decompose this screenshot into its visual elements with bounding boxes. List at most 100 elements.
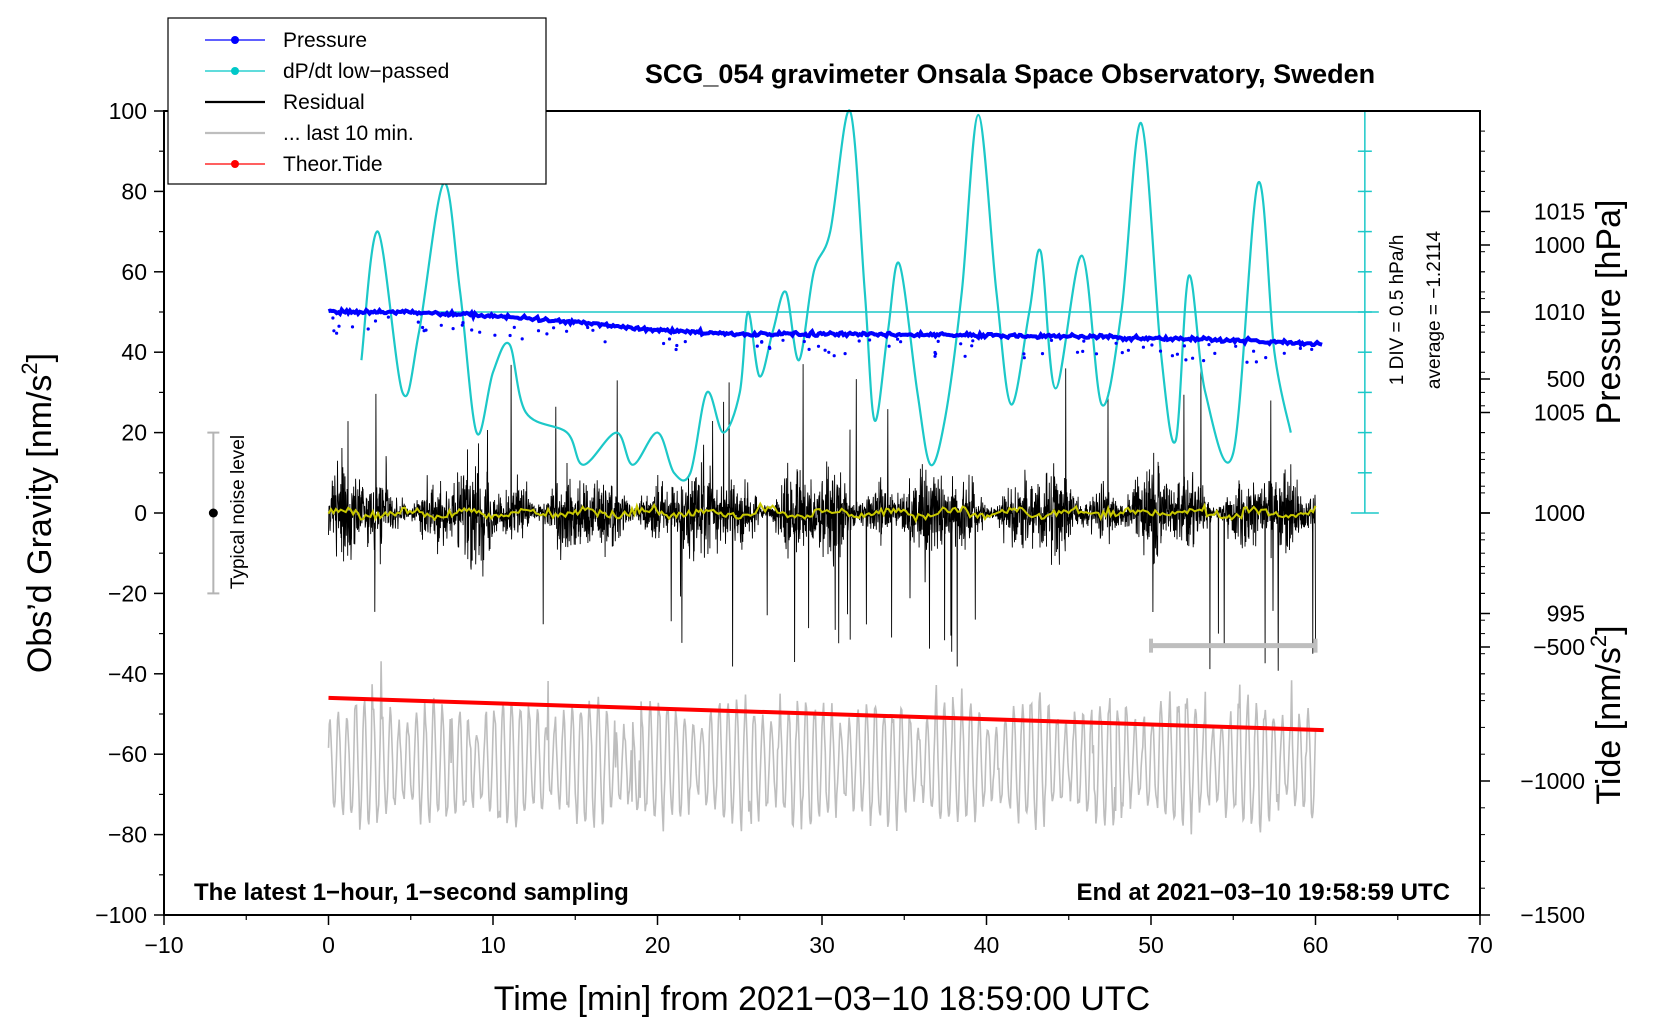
pressure-point: [520, 337, 524, 341]
tide-series-layer: [328, 695, 1324, 733]
pressure-point: [768, 346, 772, 350]
pressure-point: [1282, 351, 1286, 355]
pressure-tick-label: 1005: [1534, 400, 1585, 426]
y-axis-title-end: ]: [21, 353, 59, 362]
pressure-point: [971, 339, 975, 343]
pressure-point: [1141, 345, 1145, 349]
x-axis-title: Time [min] from 2021−03−10 18:59:00 UTC: [494, 980, 1150, 1018]
pressure-point: [1207, 343, 1211, 347]
pressure-point: [461, 321, 465, 325]
pressure-point: [1245, 360, 1249, 364]
pressure-point: [963, 354, 967, 358]
axes-layer: −10 0 10 20 30 40 50 60 70−100−80−60−40−20020406…: [95, 98, 1585, 958]
pressure-point: [887, 344, 891, 348]
pressure-point: [675, 343, 679, 348]
pressure-point: [335, 331, 339, 335]
legend-swatch-marker: [231, 67, 239, 75]
pressure-point: [1191, 356, 1195, 360]
tide-tick-label: 1000: [1534, 232, 1585, 258]
tide-axis-title: Tide [nm/s2]: [1586, 625, 1628, 804]
y-tick-label: 60: [121, 259, 147, 285]
pressure-point: [683, 340, 687, 344]
legend-label: ... last 10 min.: [283, 122, 414, 145]
pressure-point: [1264, 356, 1268, 360]
pressure-point: [350, 325, 355, 329]
last10-series-line: [327, 661, 1317, 835]
pressure-point: [1170, 354, 1174, 358]
residual-series-layer: [328, 364, 1316, 671]
pressure-tick-label: 1010: [1534, 299, 1585, 325]
pressure-point: [1252, 349, 1256, 353]
pressure-point: [1158, 349, 1163, 353]
pressure-point: [667, 337, 672, 341]
footer-left: The latest 1−hour, 1−second sampling: [194, 879, 629, 906]
tide-series-line: [328, 695, 1324, 733]
pressure-point: [545, 332, 549, 336]
pressure-point: [1094, 352, 1099, 356]
pressure-point: [674, 347, 678, 352]
y-axis-title-main: Obs’d Gravity [nm/s: [21, 375, 59, 674]
pressure-point: [662, 341, 666, 346]
pressure-point: [1298, 346, 1302, 350]
pressure-point: [1120, 351, 1124, 355]
pressure-point: [1184, 358, 1188, 362]
pressure-point: [478, 330, 482, 334]
pressure-point: [857, 339, 861, 343]
residual-smoothed-line: [327, 501, 1317, 524]
y-tick-label: 20: [121, 420, 147, 446]
pressure-point: [386, 315, 390, 319]
tide-tick-label: 0: [1572, 500, 1585, 526]
pressure-point: [781, 338, 785, 342]
legend-swatch-marker: [231, 36, 239, 44]
dpdt-series-layer: [360, 109, 1292, 482]
pressure-point: [366, 327, 370, 331]
residual-series-line: [328, 364, 1316, 671]
pressure-point: [439, 323, 443, 327]
dpdt-scale-label: 1 DIV = 0.5 hPa/h: [1387, 235, 1408, 386]
tide-axis-title-sup: 2: [1586, 635, 1611, 647]
residual-smooth-layer: [327, 501, 1317, 524]
noise-level-label: Typical noise level: [228, 435, 249, 589]
pressure-point: [896, 337, 900, 341]
y-tick-label: 0: [134, 500, 147, 526]
legend-label: Theor.Tide: [283, 153, 383, 176]
pressure-point: [802, 339, 806, 344]
pressure-axis-title: Pressure [hPa]: [1590, 200, 1628, 425]
pressure-point: [1049, 338, 1054, 342]
y-tick-label: −60: [108, 741, 147, 767]
pressure-point: [373, 319, 378, 323]
pressure-point: [959, 342, 963, 346]
x-tick-label: 10: [480, 932, 506, 958]
pressure-point: [508, 333, 512, 338]
y-tick-label: −100: [95, 902, 147, 928]
legend: Pressure dP/dt low−passed Residual ... last…: [167, 17, 547, 185]
x-tick-label: −10: [144, 932, 183, 958]
pressure-point: [512, 325, 516, 329]
y-axis-title: Obs’d Gravity [nm/s2]: [17, 353, 59, 673]
pressure-point: [1150, 343, 1154, 347]
pressure-series-line: [327, 305, 1323, 348]
legend-label: Residual: [283, 91, 365, 114]
pressure-point: [936, 339, 940, 343]
pressure-point: [591, 328, 595, 332]
y-tick-label: −40: [108, 661, 147, 687]
pressure-point: [470, 328, 474, 332]
pressure-point: [1175, 352, 1179, 356]
pressure-point: [416, 320, 420, 324]
pressure-point: [422, 329, 426, 333]
pressure-point: [1022, 352, 1026, 356]
legend-swatch-marker: [231, 160, 239, 168]
pressure-point: [421, 325, 425, 330]
y-tick-label: 80: [121, 178, 147, 204]
pressure-point: [586, 325, 590, 330]
pressure-point: [933, 354, 937, 358]
pressure-point: [1114, 341, 1118, 345]
pressure-point: [1082, 339, 1086, 343]
pressure-point: [1234, 344, 1238, 348]
x-tick-label: 0: [322, 932, 335, 958]
pressure-tick-label: 1000: [1534, 500, 1585, 526]
tide-axis-title-end: ]: [1590, 625, 1628, 634]
pressure-point: [1126, 348, 1130, 352]
pressure-point: [1040, 352, 1045, 356]
pressure-point: [755, 344, 759, 348]
